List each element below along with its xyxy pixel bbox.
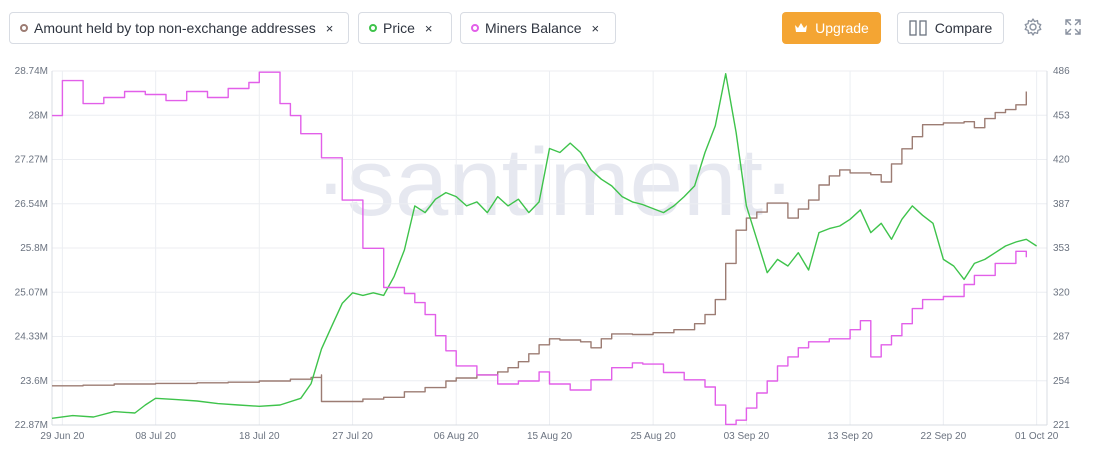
compare-icon (909, 20, 927, 36)
series-line-2 (52, 71, 1027, 426)
y-right-tick-label: 420 (1053, 155, 1070, 166)
legend-label: Amount held by top non-exchange addresse… (34, 20, 316, 36)
remove-series-close-icon[interactable]: × (325, 20, 334, 36)
upgrade-button[interactable]: Upgrade (782, 12, 881, 44)
y-left-tick-label: 28.74M (15, 66, 48, 77)
legend-chip-miners-balance[interactable]: Miners Balance × (460, 12, 616, 44)
y-left-tick-label: 27.27M (15, 155, 48, 166)
chart-grid (51, 70, 1048, 426)
y-axis-right: 486 453 420 387 353 320 287 254 221 (1053, 66, 1070, 431)
remove-series-close-icon[interactable]: × (591, 20, 600, 36)
x-tick-label: 22 Sep 20 (921, 431, 967, 442)
legend-chip-top-holders[interactable]: Amount held by top non-exchange addresse… (9, 12, 349, 44)
compare-button[interactable]: Compare (897, 12, 1004, 44)
expand-icon[interactable] (1062, 16, 1084, 38)
x-tick-label: 29 Jun 20 (40, 431, 84, 442)
legend-chip-price[interactable]: Price × (358, 12, 452, 44)
y-left-tick-label: 23.6M (20, 376, 48, 387)
x-tick-label: 25 Aug 20 (631, 431, 676, 442)
legend-label: Miners Balance (485, 20, 582, 36)
x-tick-label: 06 Aug 20 (434, 431, 479, 442)
y-right-tick-label: 320 (1053, 287, 1070, 298)
series-marker-icon (471, 24, 479, 32)
gear-icon[interactable] (1022, 16, 1044, 38)
x-tick-label: 03 Sep 20 (724, 431, 770, 442)
y-right-tick-label: 254 (1053, 376, 1070, 387)
x-tick-label: 08 Jul 20 (135, 431, 176, 442)
x-tick-label: 01 Oct 20 (1015, 431, 1059, 442)
y-left-tick-label: 26.54M (15, 199, 48, 210)
y-axis-left: 28.74M 28M 27.27M 26.54M 25.8M 25.07M 24.33M 23… (15, 66, 48, 431)
compare-label: Compare (934, 20, 993, 36)
legend-label: Price (383, 20, 415, 36)
y-right-tick-label: 287 (1053, 332, 1070, 343)
y-right-tick-label: 486 (1053, 66, 1070, 77)
watermark: ·santiment· (315, 129, 795, 236)
series-marker-icon (369, 24, 377, 32)
y-left-tick-label: 25.8M (20, 243, 48, 254)
series-marker-icon (20, 24, 28, 32)
remove-series-close-icon[interactable]: × (424, 20, 433, 36)
y-right-tick-label: 221 (1053, 420, 1070, 431)
chart-series (51, 71, 1037, 426)
y-left-tick-label: 24.33M (15, 332, 48, 343)
x-tick-label: 18 Jul 20 (239, 431, 280, 442)
y-right-tick-label: 387 (1053, 199, 1070, 210)
x-tick-label: 13 Sep 20 (827, 431, 873, 442)
x-axis: 29 Jun 20 08 Jul 20 18 Jul 20 27 Jul 20 06 A… (40, 431, 1058, 442)
y-left-tick-label: 28M (29, 110, 48, 121)
y-right-tick-label: 353 (1053, 243, 1070, 254)
series-line-1 (51, 73, 1037, 419)
x-tick-label: 27 Jul 20 (332, 431, 373, 442)
y-right-tick-label: 453 (1053, 110, 1070, 121)
series-line-0 (52, 91, 1027, 403)
x-tick-label: 15 Aug 20 (527, 431, 572, 442)
upgrade-label: Upgrade (815, 20, 869, 36)
y-left-tick-label: 22.87M (15, 420, 48, 431)
y-left-tick-label: 25.07M (15, 287, 48, 298)
crown-icon (795, 23, 808, 32)
